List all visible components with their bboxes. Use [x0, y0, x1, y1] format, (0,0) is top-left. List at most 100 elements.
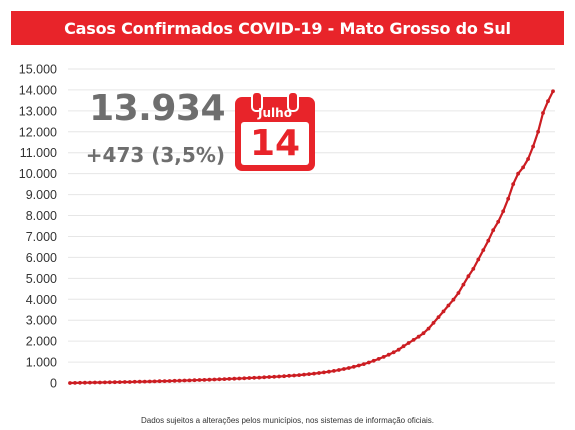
data-point	[416, 334, 421, 339]
data-point	[401, 344, 406, 349]
data-point	[292, 373, 296, 378]
data-point	[212, 377, 217, 382]
y-tick-label: 13.000	[19, 104, 57, 118]
data-point	[312, 371, 316, 376]
data-point	[78, 380, 82, 385]
data-point	[157, 379, 162, 384]
data-point	[327, 369, 331, 374]
y-tick-label: 2.000	[26, 335, 57, 349]
data-point	[351, 364, 356, 369]
y-tick-label: 3.000	[26, 314, 57, 328]
data-point	[242, 376, 247, 381]
data-point	[366, 360, 371, 365]
data-point	[526, 157, 530, 161]
data-point	[501, 209, 506, 214]
data-point	[107, 380, 112, 385]
y-tick-label: 6.000	[26, 251, 57, 265]
daily-increase-value: +473 (3,5%)	[85, 143, 225, 167]
data-point	[521, 165, 525, 170]
series-cases	[68, 89, 555, 385]
data-point	[441, 309, 446, 314]
y-tick-label: 4.000	[26, 293, 57, 307]
data-point	[182, 378, 187, 383]
footer-note: Dados sujeitos a alterações pelos municí…	[140, 416, 435, 425]
data-point	[307, 372, 311, 376]
data-point	[68, 381, 72, 385]
data-point	[342, 367, 346, 371]
data-point	[277, 374, 281, 379]
data-point	[257, 375, 262, 380]
data-point	[93, 380, 97, 385]
y-tick-label: 12.000	[19, 125, 57, 139]
data-point	[112, 380, 117, 385]
data-point	[103, 380, 107, 385]
data-point	[187, 378, 192, 383]
data-point	[282, 374, 286, 379]
title-bar: Casos Confirmados COVID-19 - Mato Grosso…	[11, 11, 564, 45]
y-tick-label: 14.000	[19, 83, 57, 97]
total-cases-value: 13.934	[89, 88, 225, 129]
data-point	[137, 379, 142, 384]
data-point	[252, 375, 257, 380]
data-point	[466, 274, 471, 279]
data-point	[73, 381, 77, 385]
data-point	[317, 371, 321, 375]
data-point	[267, 375, 272, 379]
data-point	[376, 357, 381, 361]
y-tick-label: 0	[50, 377, 57, 391]
data-point	[496, 219, 501, 224]
y-tick-label: 9.000	[26, 188, 57, 202]
data-point	[541, 111, 545, 115]
data-point	[167, 379, 172, 383]
data-point	[132, 379, 137, 384]
data-point	[222, 377, 227, 381]
data-point	[127, 380, 132, 384]
data-point	[456, 291, 461, 295]
data-point	[197, 378, 202, 382]
data-point	[172, 378, 177, 383]
data-point	[471, 267, 476, 271]
grid-lines	[68, 68, 555, 384]
data-point	[83, 380, 87, 385]
data-point	[337, 368, 341, 372]
calendar-ring-left	[251, 91, 263, 112]
data-point	[426, 326, 431, 331]
y-tick-label: 8.000	[26, 209, 57, 223]
data-point	[147, 379, 152, 384]
data-point	[371, 358, 376, 363]
data-point	[421, 331, 426, 336]
data-point	[391, 350, 396, 355]
y-tick-label: 7.000	[26, 230, 57, 244]
data-point	[217, 377, 222, 382]
y-axis-tick-labels: 0 1.000 2.000 3.000 4.000 5.000 6.000 7.000 8.00…	[19, 63, 57, 391]
data-point	[332, 369, 336, 373]
data-point	[386, 352, 391, 357]
data-point	[461, 282, 466, 287]
data-point	[262, 375, 267, 380]
data-point	[436, 315, 441, 319]
data-point	[297, 373, 301, 377]
y-tick-label: 10.000	[19, 167, 57, 181]
y-tick-label: 11.000	[20, 146, 57, 160]
data-point	[486, 238, 491, 243]
data-point	[232, 376, 237, 381]
data-point	[411, 338, 416, 342]
data-point	[237, 376, 242, 381]
data-point	[272, 374, 277, 379]
data-point	[88, 380, 92, 385]
calendar-page: 14	[241, 122, 309, 165]
y-tick-label: 5.000	[26, 272, 57, 286]
data-point	[207, 377, 212, 382]
data-point	[162, 379, 167, 383]
data-point	[322, 370, 326, 375]
data-point	[396, 347, 401, 352]
data-point	[451, 297, 456, 302]
data-point	[346, 366, 351, 370]
data-point	[431, 321, 436, 325]
data-point	[152, 379, 157, 384]
data-point	[287, 373, 291, 378]
data-point	[192, 378, 197, 383]
calendar-icon: Julho 14	[235, 91, 315, 171]
data-point	[516, 171, 520, 176]
